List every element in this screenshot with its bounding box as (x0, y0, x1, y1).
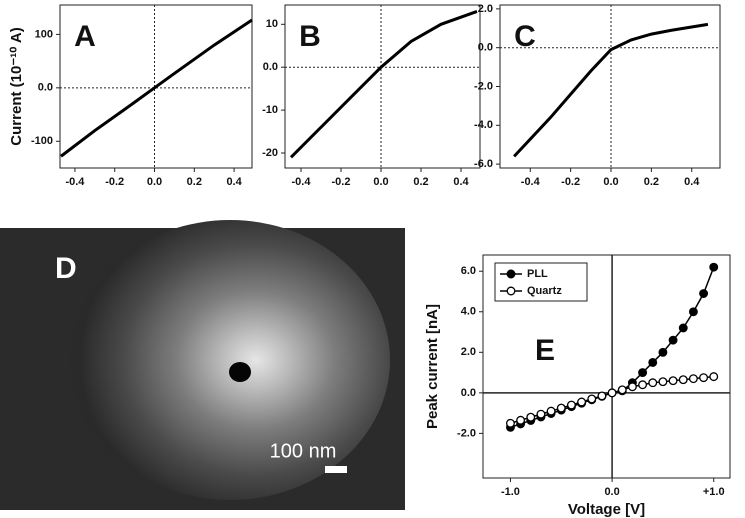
panel-label: D (55, 252, 77, 285)
y-tick-label: -2.0 (457, 427, 476, 439)
data-point (587, 394, 597, 404)
panel-label: C (514, 20, 536, 53)
y-tick-label: -10 (262, 104, 278, 116)
data-point (658, 347, 668, 357)
data-point (566, 400, 576, 410)
y-tick-label: -6.0 (474, 158, 493, 170)
data-point (546, 406, 556, 416)
x-axis-label: Voltage [V] (568, 501, 645, 518)
y-tick-label: -20 (262, 147, 278, 159)
data-point (607, 388, 617, 398)
data-point (668, 335, 678, 345)
data-point (709, 262, 719, 272)
panel-label: A (74, 20, 96, 53)
x-tick-label: -0.2 (105, 176, 124, 188)
plot-frame (59, 4, 253, 169)
x-tick-label: 0.0 (373, 176, 388, 188)
y-tick-label: 0.0 (263, 61, 278, 73)
sem-image: D 100 nm (0, 220, 405, 510)
x-tick-label: 0.2 (413, 176, 428, 188)
scale-bar-label: 100 nm (270, 440, 337, 462)
y-tick-label: -100 (31, 135, 53, 147)
y-axis-label: Current (10⁻¹⁰ A) (8, 27, 25, 145)
panel-label: E (535, 334, 555, 367)
x-tick-label: -1.0 (501, 486, 520, 498)
x-tick-label: -0.4 (292, 176, 312, 188)
legend-label: Quartz (527, 285, 562, 297)
x-tick-label: 0.0 (603, 176, 618, 188)
data-line (60, 18, 253, 158)
x-tick-label: -0.4 (521, 176, 541, 188)
x-tick-label: 0.0 (147, 176, 162, 188)
data-point (526, 412, 536, 422)
legend-marker (506, 269, 516, 279)
y-tick-label: 0.0 (461, 387, 476, 399)
legend-marker (506, 286, 516, 296)
y-tick-label: 0.0 (38, 82, 53, 94)
data-point (505, 418, 515, 428)
x-tick-label: 0.0 (604, 486, 619, 498)
data-line (289, 10, 478, 159)
y-tick-label: 0.0 (478, 42, 493, 54)
data-point (617, 385, 627, 395)
x-tick-label: -0.4 (65, 176, 85, 188)
data-point (699, 373, 709, 383)
x-tick-label: 0.4 (226, 176, 242, 188)
data-point (688, 307, 698, 317)
scale-bar (325, 466, 347, 473)
data-point (638, 368, 648, 378)
y-tick-label: 2.0 (478, 3, 493, 15)
x-tick-label: -0.2 (332, 176, 351, 188)
data-point (648, 378, 658, 388)
x-tick-label: 0.4 (684, 176, 700, 188)
data-point (678, 375, 688, 385)
data-point (638, 380, 648, 390)
y-axis-label: Peak current [nA] (424, 304, 441, 429)
data-point (516, 415, 526, 425)
plot-frame (482, 254, 731, 479)
image-pore (229, 362, 251, 382)
legend-label: PLL (527, 268, 548, 280)
data-point (597, 391, 607, 401)
x-tick-label: 0.2 (187, 176, 202, 188)
image-glow (70, 220, 390, 500)
y-tick-label: 4.0 (461, 306, 476, 318)
data-point (668, 376, 678, 386)
x-tick-label: 0.2 (644, 176, 659, 188)
panel-label: B (299, 20, 321, 53)
data-line (513, 22, 709, 158)
data-point (556, 403, 566, 413)
data-point (658, 377, 668, 387)
data-point (688, 374, 698, 384)
plot-frame (284, 4, 481, 169)
data-point (627, 382, 637, 392)
x-tick-label: 0.4 (453, 176, 469, 188)
y-tick-label: 10 (266, 18, 278, 30)
x-tick-label: -0.2 (561, 176, 580, 188)
y-tick-label: 100 (35, 28, 53, 40)
y-tick-label: 2.0 (461, 346, 476, 358)
data-point (678, 323, 688, 333)
x-tick-label: +1.0 (703, 486, 725, 498)
data-point (577, 397, 587, 407)
y-tick-label: -4.0 (474, 119, 493, 131)
data-point (709, 372, 719, 382)
data-point (648, 357, 658, 367)
data-point (699, 289, 709, 298)
y-tick-label: 6.0 (461, 265, 476, 277)
y-tick-label: -2.0 (474, 80, 493, 92)
data-point (536, 409, 546, 419)
